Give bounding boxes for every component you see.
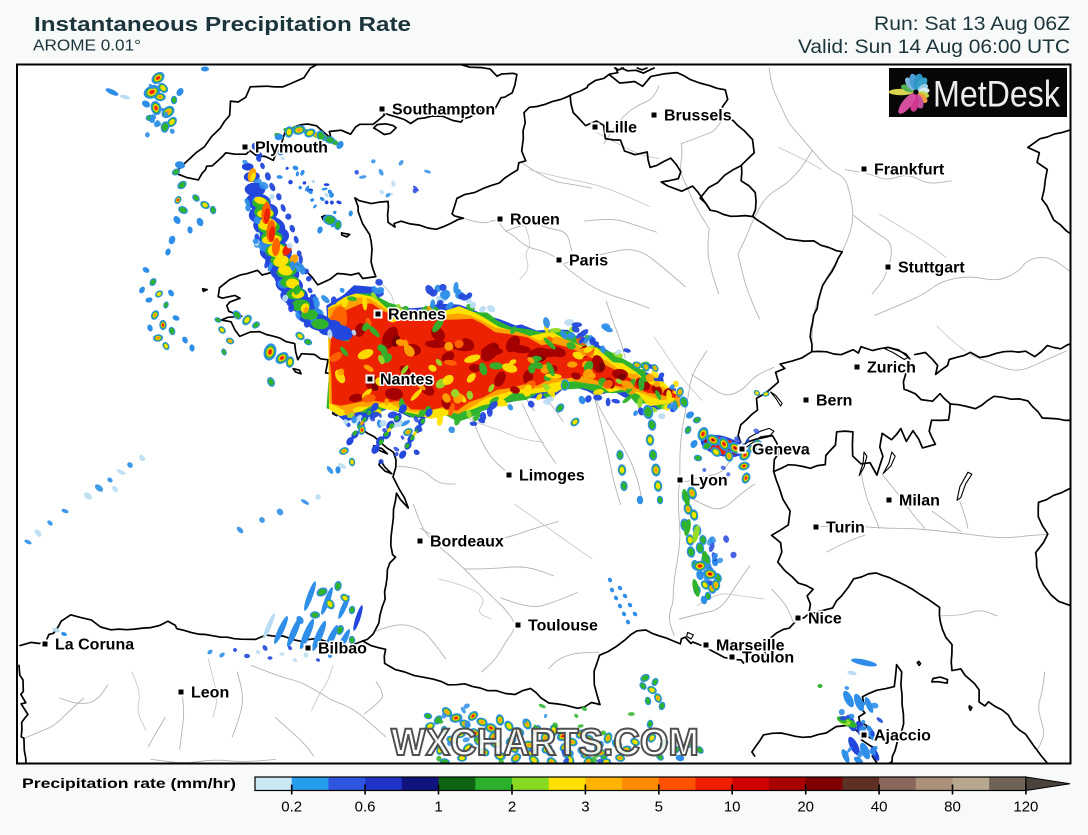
svg-text:Rouen: Rouen — [510, 212, 560, 229]
svg-text:Valid: Sun 14 Aug 06:00 UTC: Valid: Sun 14 Aug 06:00 UTC — [798, 37, 1070, 58]
svg-text:Rennes: Rennes — [388, 307, 446, 324]
svg-text:Stuttgart: Stuttgart — [898, 260, 965, 277]
svg-text:Plymouth: Plymouth — [255, 140, 328, 157]
svg-text:Bordeaux: Bordeaux — [430, 534, 504, 551]
svg-text:40: 40 — [871, 799, 888, 816]
svg-text:Nice: Nice — [808, 611, 842, 628]
svg-text:Limoges: Limoges — [519, 468, 585, 485]
svg-text:80: 80 — [944, 799, 961, 816]
svg-text:Southampton: Southampton — [392, 102, 495, 119]
svg-text:AROME 0.01°: AROME 0.01° — [33, 38, 141, 55]
svg-text:Brussels: Brussels — [664, 108, 732, 125]
svg-text:Run: Sat 13 Aug 06Z: Run: Sat 13 Aug 06Z — [874, 14, 1070, 35]
svg-text:Turin: Turin — [826, 520, 865, 537]
svg-text:2: 2 — [508, 799, 516, 816]
svg-text:3: 3 — [581, 799, 589, 816]
svg-text:WXCHARTS.COM: WXCHARTS.COM — [391, 722, 699, 764]
svg-text:1: 1 — [434, 799, 442, 816]
svg-text:MetDesk: MetDesk — [933, 74, 1060, 115]
svg-text:10: 10 — [724, 799, 741, 816]
svg-text:Geneva: Geneva — [752, 442, 810, 459]
svg-text:Leon: Leon — [191, 685, 229, 702]
svg-text:Bern: Bern — [816, 393, 852, 410]
svg-text:Lille: Lille — [605, 120, 637, 137]
svg-text:Milan: Milan — [899, 493, 940, 510]
svg-text:Zurich: Zurich — [867, 360, 916, 377]
svg-text:0.2: 0.2 — [281, 799, 302, 816]
svg-text:Lyon: Lyon — [690, 473, 728, 490]
svg-text:Frankfurt: Frankfurt — [874, 162, 945, 179]
svg-text:5: 5 — [655, 799, 663, 816]
svg-text:Precipitation rate (mm/hr): Precipitation rate (mm/hr) — [22, 775, 236, 791]
svg-text:20: 20 — [797, 799, 814, 816]
svg-text:La Coruna: La Coruna — [55, 637, 134, 654]
svg-text:Nantes: Nantes — [380, 372, 433, 389]
svg-text:Toulon: Toulon — [742, 650, 794, 667]
svg-text:Bilbao: Bilbao — [318, 641, 367, 658]
svg-text:Toulouse: Toulouse — [528, 618, 598, 635]
svg-text:Instantaneous Precipitation Ra: Instantaneous Precipitation Rate — [34, 14, 411, 36]
svg-text:Paris: Paris — [569, 253, 608, 270]
svg-text:Ajaccio: Ajaccio — [874, 728, 931, 745]
svg-text:0.6: 0.6 — [355, 799, 376, 816]
svg-text:120: 120 — [1013, 799, 1038, 816]
svg-text:Marseille: Marseille — [716, 638, 785, 655]
